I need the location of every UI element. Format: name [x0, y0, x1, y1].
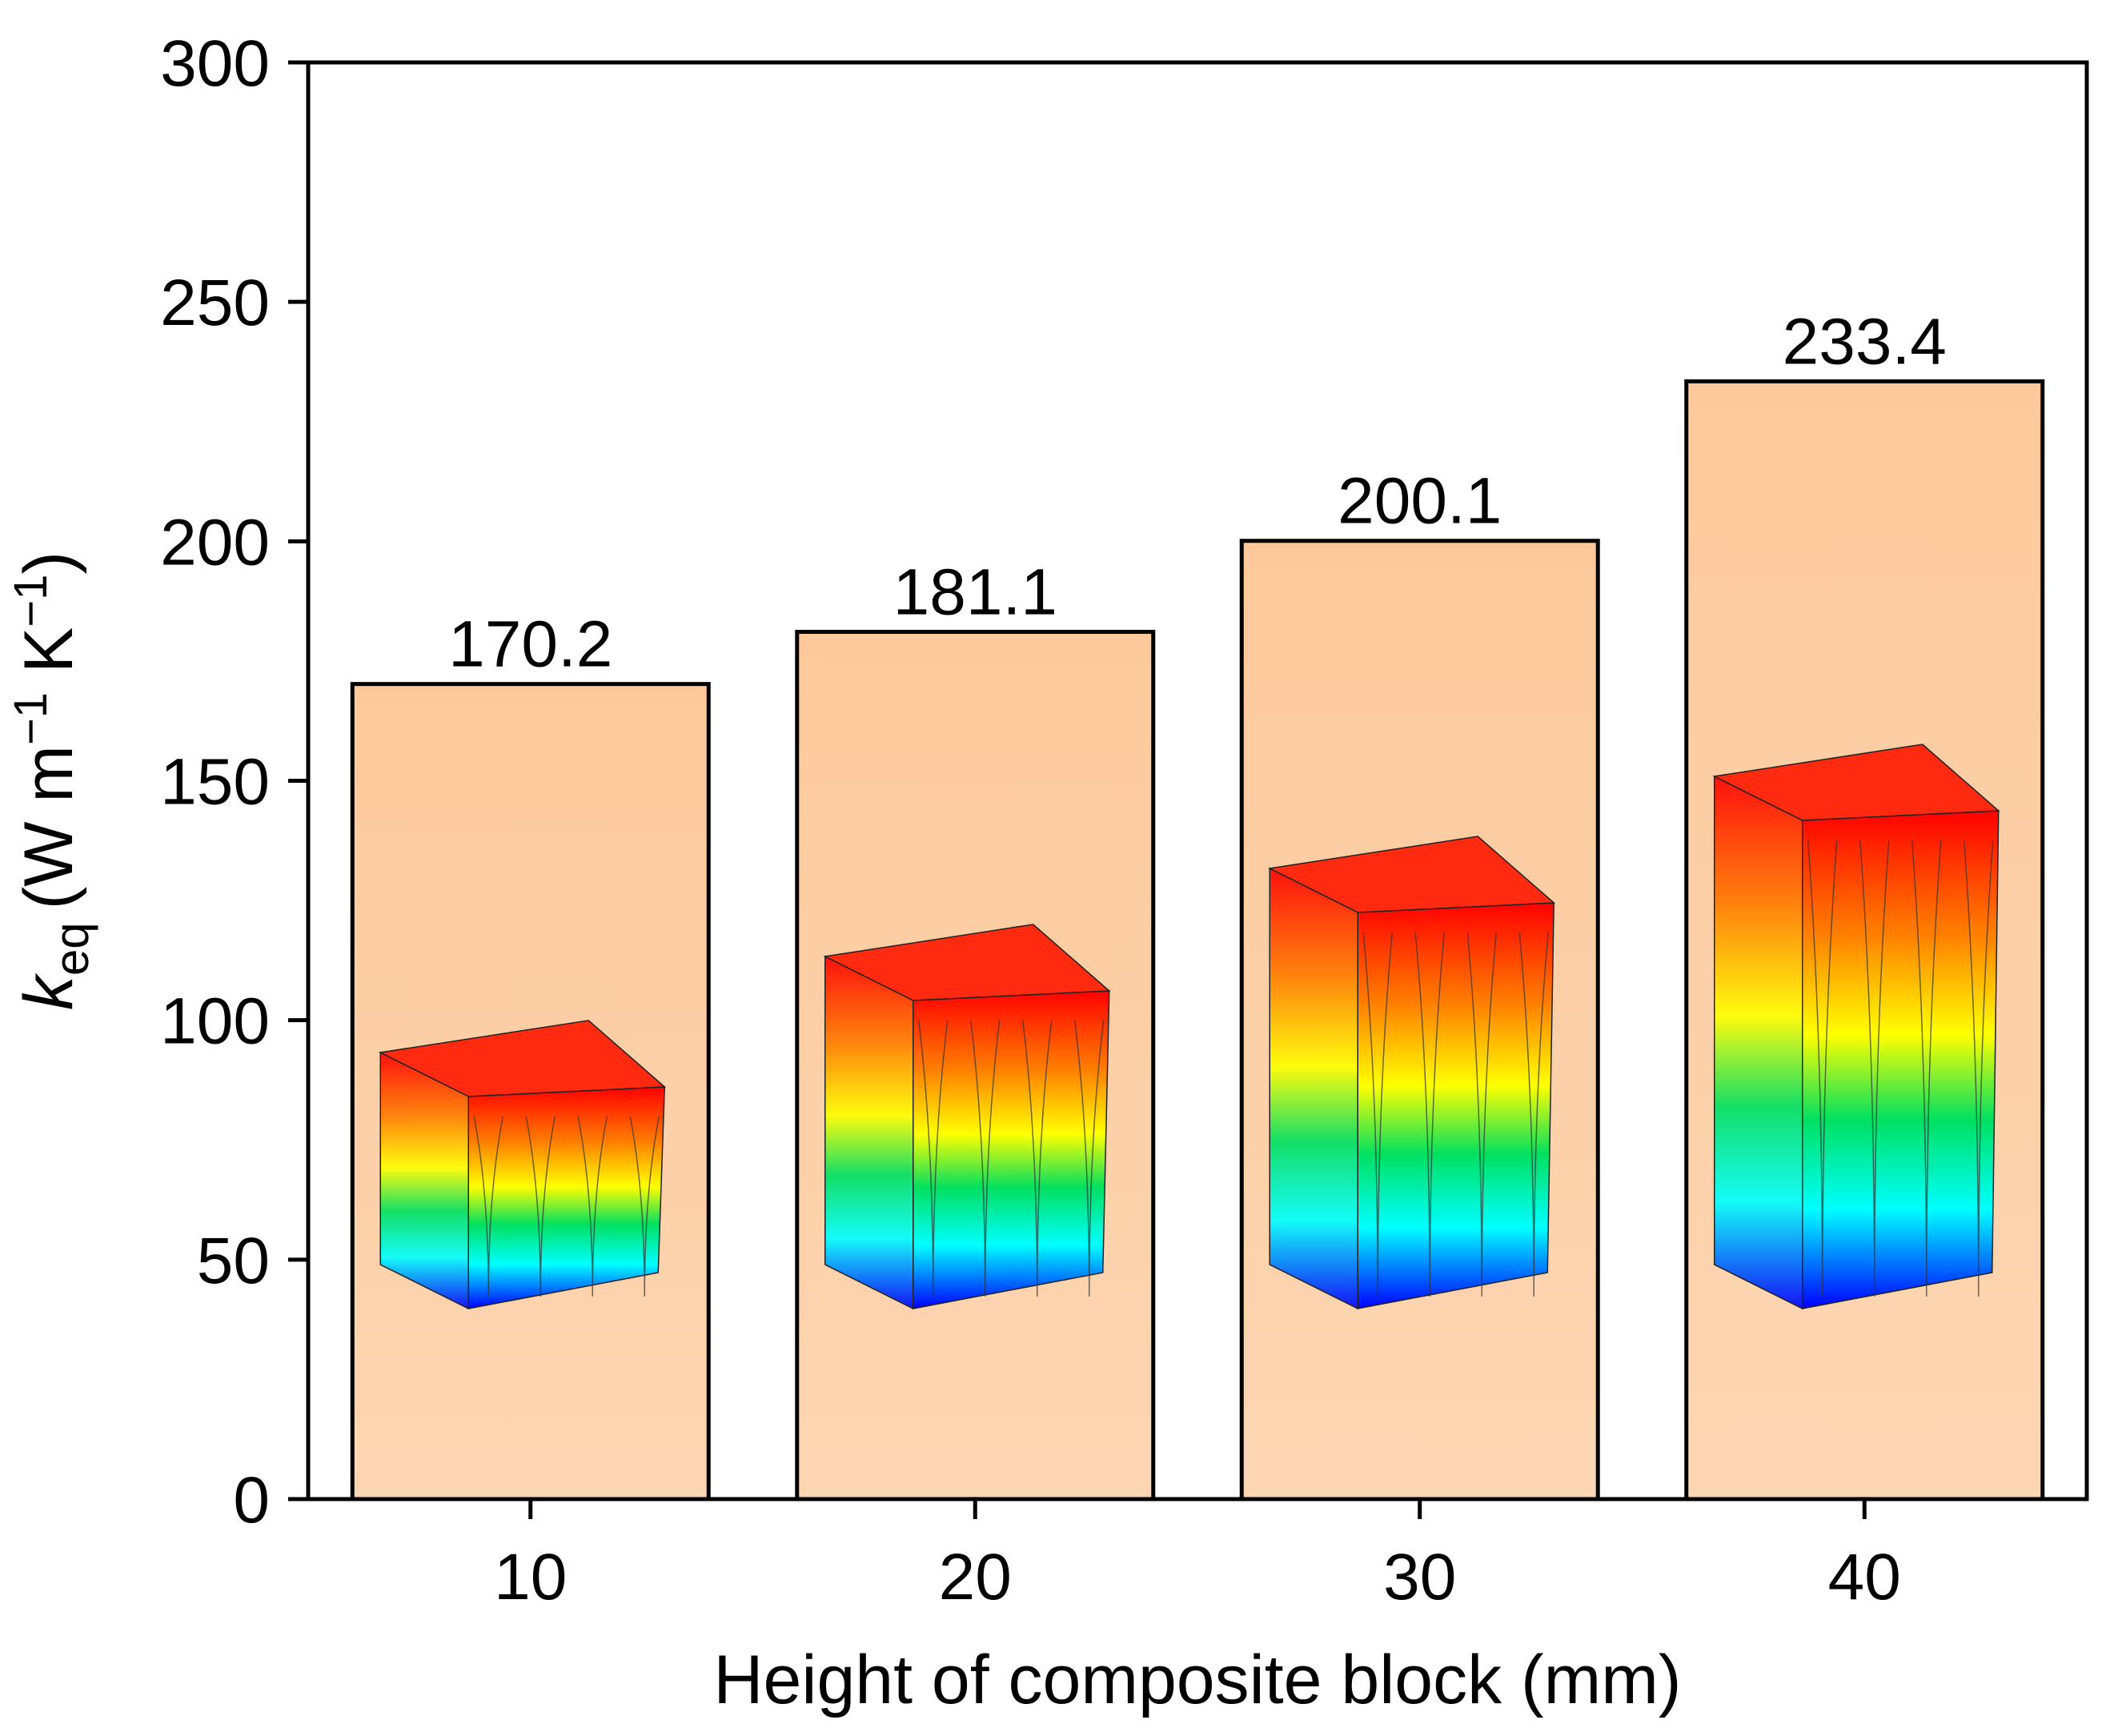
inset-block-20 — [823, 924, 1111, 1310]
inset-fin-line — [525, 1116, 556, 1297]
value-labels: 170.2 181.1 200.1 233.4 — [448, 305, 1947, 680]
inset-fin-line — [577, 1116, 608, 1297]
y-axis-exponent-2: −1 — [5, 575, 57, 627]
inset-top-face — [823, 924, 1111, 1001]
inset-top-face — [1712, 744, 2000, 821]
inset-fin-line — [1414, 932, 1445, 1297]
y-axis-units-mid: K — [10, 627, 87, 692]
value-label-10: 170.2 — [448, 608, 612, 681]
inset-side-face — [379, 1051, 469, 1310]
inset-front-face — [467, 1086, 666, 1309]
inset-fin-line — [1022, 1020, 1053, 1297]
y-tick-label-100: 100 — [160, 985, 270, 1058]
inset-side-face — [1714, 775, 1803, 1310]
y-axis-exponent-1: −1 — [5, 692, 57, 745]
y-tick-label-300: 300 — [160, 27, 270, 100]
inset-fin-line — [473, 1116, 503, 1297]
inset-fin-line — [1859, 840, 1890, 1297]
inset-fin-line — [1911, 840, 1942, 1297]
y-tick-label-50: 50 — [197, 1225, 270, 1297]
inset-fin-line — [629, 1116, 660, 1297]
inset-block-40 — [1712, 744, 2000, 1310]
y-axis-units-suffix: ) — [10, 551, 87, 575]
inset-fin-line — [1466, 932, 1497, 1297]
inset-block-10 — [378, 1020, 667, 1310]
y-axis-ticks: 0 50 100 150 200 250 300 — [160, 27, 308, 1537]
value-label-20: 181.1 — [893, 555, 1057, 628]
inset-front-face — [1802, 810, 2000, 1309]
inset-top-face — [1267, 836, 1556, 913]
inset-fin-line — [1807, 840, 1838, 1297]
inset-front-face — [1357, 902, 1555, 1309]
inset-block-30 — [1267, 836, 1556, 1310]
inset-side-face — [824, 955, 914, 1310]
y-tick-label-0: 0 — [233, 1464, 270, 1537]
x-axis-ticks: 10 20 30 40 — [494, 1499, 1901, 1614]
x-tick-label-30: 30 — [1383, 1541, 1456, 1614]
inset-side-face — [1269, 867, 1358, 1310]
y-tick-label-200: 200 — [160, 506, 270, 579]
x-tick-label-40: 40 — [1828, 1541, 1901, 1614]
x-axis-title: Height of composite block (mm) — [713, 1642, 1681, 1718]
y-axis-title: keq(W m−1 K−1) — [5, 551, 98, 1010]
inset-blocks — [378, 744, 2000, 1310]
inset-fin-line — [970, 1020, 1001, 1297]
x-tick-label-20: 20 — [939, 1541, 1012, 1614]
inset-fin-line — [918, 1020, 949, 1297]
value-label-40: 233.4 — [1783, 305, 1947, 378]
y-axis-symbol: k — [10, 972, 87, 1010]
y-axis-units-prefix: (W m — [10, 745, 87, 909]
value-label-30: 200.1 — [1338, 465, 1502, 538]
y-tick-label-150: 150 — [160, 746, 270, 819]
inset-front-face — [913, 990, 1110, 1309]
inset-fin-line — [1074, 1020, 1105, 1297]
inset-fin-line — [1362, 932, 1393, 1297]
inset-fin-line — [1964, 840, 1994, 1297]
y-axis-subscript: eq — [45, 922, 98, 976]
y-tick-label-250: 250 — [160, 267, 270, 339]
x-tick-label-10: 10 — [494, 1541, 567, 1614]
inset-top-face — [378, 1020, 667, 1097]
inset-fin-line — [1518, 932, 1549, 1297]
